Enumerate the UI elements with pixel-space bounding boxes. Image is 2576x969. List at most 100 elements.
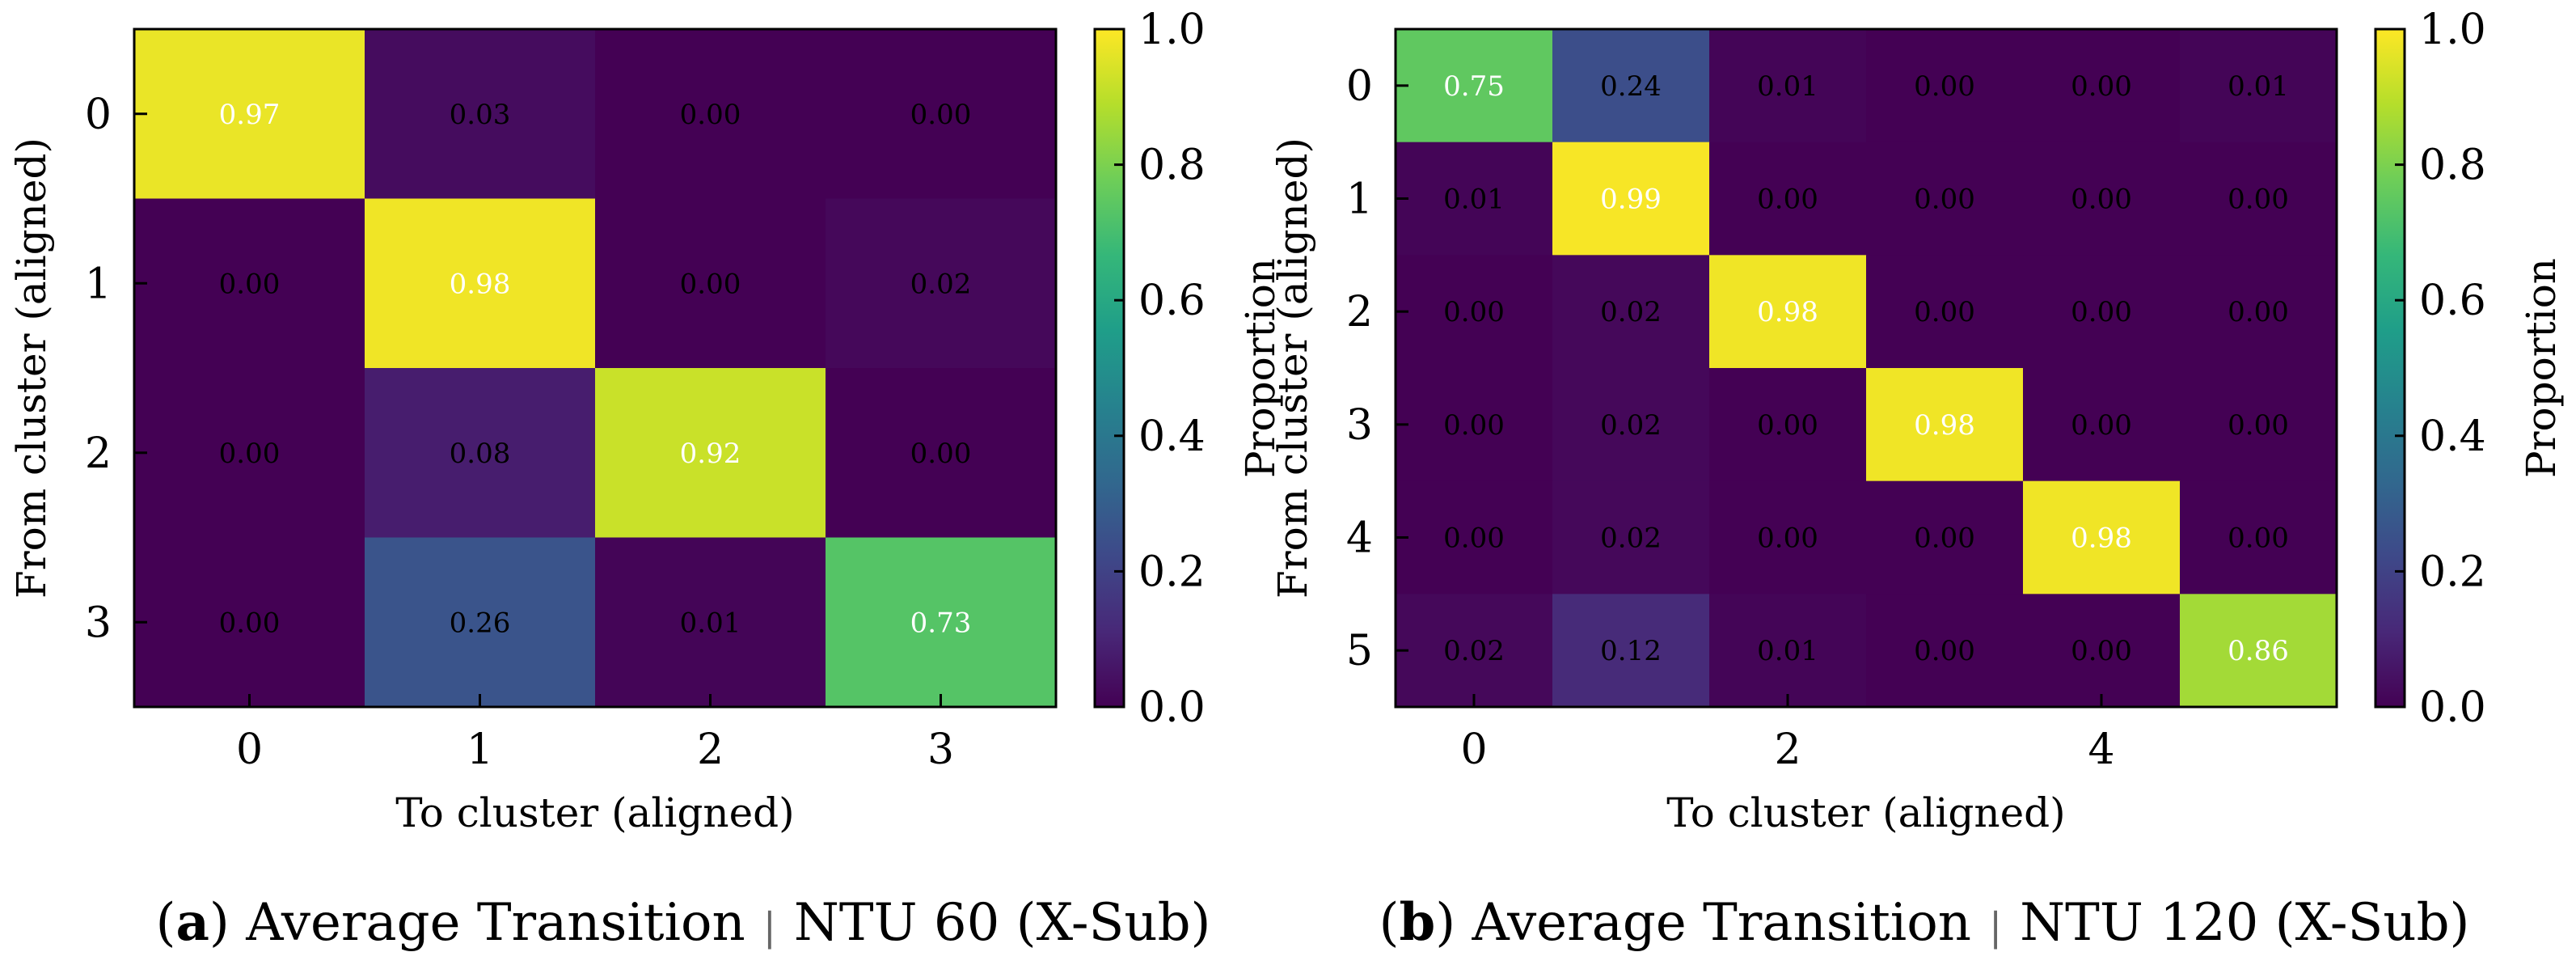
cell-value-label: 0.73 xyxy=(910,607,972,639)
colorbar-tick-label: 0.2 xyxy=(1138,548,1206,596)
heatmap-cell xyxy=(2180,29,2337,143)
cell-value-label: 0.02 xyxy=(1600,296,1662,328)
heatmap-cell xyxy=(1552,255,1710,369)
colorbar xyxy=(2374,28,2406,709)
cell-value-label: 0.02 xyxy=(910,268,972,300)
cell-value-label: 0.01 xyxy=(1757,70,1818,103)
cell-value-label: 0.08 xyxy=(450,438,511,470)
heatmap-cell xyxy=(1866,142,2024,256)
x-axis-label: To cluster (aligned) xyxy=(1666,789,2065,836)
heatmap-cell xyxy=(595,29,826,199)
heatmap-cell xyxy=(1709,480,1867,595)
cell-value-label: 0.00 xyxy=(680,99,741,131)
cell-value-label: 0.00 xyxy=(2071,70,2132,103)
panel-caption: (a) Average Transition | NTU 60 (X-Sub) xyxy=(155,892,1210,953)
cell-value-label: 0.02 xyxy=(1600,523,1662,555)
heatmap-cell xyxy=(826,368,1057,538)
cell-value-label: 0.00 xyxy=(2071,296,2132,328)
heatmap-cell xyxy=(1396,255,1553,369)
heatmap-cell xyxy=(365,537,596,708)
cell-value-label: 0.99 xyxy=(1600,184,1662,216)
colorbar xyxy=(1093,28,1125,709)
x-tick-label: 4 xyxy=(2088,726,2114,774)
y-tick-label: 3 xyxy=(1346,401,1373,450)
colorbar-label: Proportion xyxy=(2518,258,2565,478)
heatmap-cell xyxy=(2180,368,2337,482)
cell-value-label: 0.00 xyxy=(2071,184,2132,216)
heatmap-cell xyxy=(1866,368,2024,482)
heatmap-cell xyxy=(2180,255,2337,369)
cell-value-label: 0.24 xyxy=(1600,70,1662,103)
colorbar-tick-label: 0.0 xyxy=(2419,683,2486,732)
cell-value-label: 0.92 xyxy=(680,438,741,470)
panel-caption: (b) Average Transition | NTU 120 (X-Sub) xyxy=(1379,892,2469,953)
cell-value-label: 0.98 xyxy=(1914,409,1975,442)
caption-paren: ( xyxy=(155,893,175,953)
y-tick-label: 0 xyxy=(1346,62,1373,111)
heatmap-cell xyxy=(1552,29,1710,143)
x-tick-label: 0 xyxy=(1460,726,1487,774)
x-tick-label: 2 xyxy=(697,726,724,774)
heatmap-cell xyxy=(1709,594,1867,708)
cell-value-label: 0.01 xyxy=(1757,635,1818,667)
cell-value-label: 0.00 xyxy=(1757,184,1818,216)
heatmap-cell xyxy=(2023,480,2181,595)
heatmap-cell xyxy=(1396,594,1553,708)
cell-value-label: 0.86 xyxy=(2228,635,2289,667)
y-tick-label: 2 xyxy=(1346,288,1373,336)
colorbar-tick-label: 0.6 xyxy=(1138,277,1206,325)
heatmap-cell xyxy=(1552,480,1710,595)
y-axis-label: From cluster (aligned) xyxy=(1269,138,1316,599)
y-tick-label: 0 xyxy=(85,91,112,139)
colorbar-label: Proportion xyxy=(1237,258,1284,478)
cell-value-label: 0.00 xyxy=(2228,409,2289,442)
cell-value-label: 0.00 xyxy=(1443,409,1505,442)
cell-value-label: 0.00 xyxy=(2228,523,2289,555)
heatmap-cell xyxy=(2180,480,2337,595)
cell-value-label: 0.00 xyxy=(1757,409,1818,442)
heatmap-cell xyxy=(595,537,826,708)
cell-value-label: 0.00 xyxy=(219,607,281,639)
cell-value-label: 0.00 xyxy=(1914,70,1975,103)
caption-dataset: NTU 120 (X-Sub) xyxy=(2020,893,2469,953)
heatmap-cell xyxy=(1396,142,1553,256)
y-tick-label: 4 xyxy=(1346,514,1373,563)
heatmap-cell xyxy=(2023,368,2181,482)
heatmap-cell xyxy=(595,368,826,538)
y-tick-label: 2 xyxy=(85,429,112,478)
cell-value-label: 0.01 xyxy=(1443,184,1505,216)
cell-value-label: 0.00 xyxy=(219,268,281,300)
cell-value-label: 0.98 xyxy=(2071,523,2132,555)
cell-value-label: 0.00 xyxy=(1914,296,1975,328)
heatmap-cell xyxy=(1866,594,2024,708)
heatmap-cell xyxy=(365,198,596,369)
heatmap-cell xyxy=(2180,594,2337,708)
cell-value-label: 0.00 xyxy=(1914,635,1975,667)
colorbar-tick-label: 0.8 xyxy=(2419,142,2486,190)
x-axis-label: To cluster (aligned) xyxy=(395,789,794,836)
cell-value-label: 0.00 xyxy=(1914,523,1975,555)
heatmap-cell xyxy=(365,368,596,538)
colorbar-tick-label: 0.2 xyxy=(2419,548,2486,596)
heatmap-cell xyxy=(826,29,1057,199)
cell-value-label: 0.97 xyxy=(219,99,281,131)
heatmap-cell xyxy=(1709,142,1867,256)
cell-value-label: 0.03 xyxy=(450,99,511,131)
heatmap-cell xyxy=(1396,368,1553,482)
cell-value-label: 0.00 xyxy=(1757,523,1818,555)
y-tick-label: 1 xyxy=(85,260,112,308)
cell-value-label: 0.75 xyxy=(1443,70,1505,103)
cell-value-label: 0.26 xyxy=(450,607,511,639)
heatmap-cell xyxy=(1396,480,1553,595)
heatmap-cell xyxy=(2023,255,2181,369)
cell-value-label: 0.00 xyxy=(1443,296,1505,328)
heatmap-cell xyxy=(365,29,596,199)
cell-value-label: 0.00 xyxy=(219,438,281,470)
colorbar-tick-label: 1.0 xyxy=(1138,6,1206,54)
heatmap-cell xyxy=(134,368,365,538)
heatmap-cell xyxy=(134,198,365,369)
cell-value-label: 0.00 xyxy=(2071,409,2132,442)
heatmap-cell xyxy=(1709,255,1867,369)
cell-value-label: 0.00 xyxy=(1443,523,1505,555)
